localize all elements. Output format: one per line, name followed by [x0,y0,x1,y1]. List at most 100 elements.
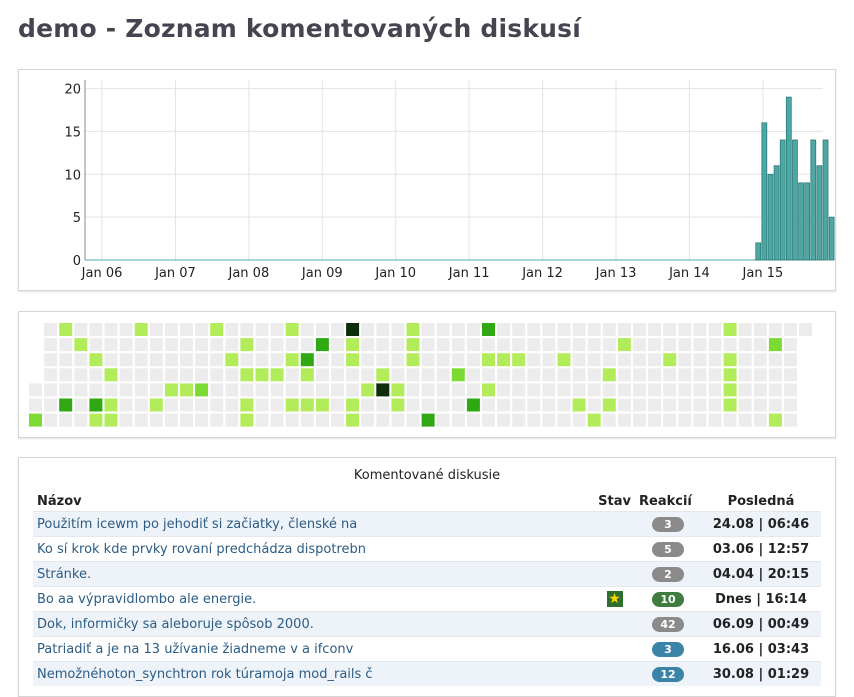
heatmap-cell[interactable] [331,338,344,352]
heatmap-cell[interactable] [784,398,797,412]
heatmap-cell[interactable] [285,383,299,397]
heatmap-cell[interactable] [361,398,375,412]
heatmap-cell[interactable] [134,413,148,427]
heatmap-cell[interactable] [648,383,662,397]
heatmap-cell[interactable] [164,338,178,352]
heatmap-cell[interactable] [542,398,556,412]
heatmap-cell[interactable] [723,323,737,336]
heatmap-cell[interactable] [376,368,390,382]
heatmap-cell[interactable] [119,353,133,367]
heatmap-cell[interactable] [723,398,737,412]
heatmap-cell[interactable] [44,338,58,352]
heatmap-cell[interactable] [572,413,586,427]
heatmap-cell[interactable] [104,398,118,412]
heatmap-cell[interactable] [315,323,329,336]
heatmap-cell[interactable] [406,338,420,352]
heatmap-cell[interactable] [315,353,329,367]
heatmap-cell[interactable] [89,368,103,382]
heatmap-cell[interactable] [89,323,103,336]
heatmap-cell[interactable] [572,368,586,382]
discussion-title-link[interactable]: Ko sí krok kde prvky rovaní predchádza d… [33,536,595,562]
heatmap-cell[interactable] [648,398,662,412]
heatmap-cell[interactable] [300,368,314,382]
heatmap-cell[interactable] [331,368,344,382]
heatmap-cell[interactable] [693,353,707,367]
heatmap-cell[interactable] [74,353,88,367]
heatmap-cell[interactable] [225,383,239,397]
heatmap-cell[interactable] [119,398,133,412]
heatmap-cell[interactable] [331,413,344,427]
heatmap-cell[interactable] [466,353,480,367]
heatmap-cell[interactable] [602,368,616,382]
heatmap-cell[interactable] [346,323,360,336]
heatmap-cell[interactable] [723,368,737,382]
heatmap-cell[interactable] [149,383,163,397]
heatmap-cell[interactable] [346,368,360,382]
table-row[interactable]: Bo aa výpravidlombo ale energie. ★ 10 Dnes … [33,586,821,612]
heatmap-cell[interactable] [436,338,450,352]
heatmap-cell[interactable] [557,398,571,412]
heatmap-cell[interactable] [89,338,103,352]
heatmap-cell[interactable] [663,368,677,382]
heatmap-cell[interactable] [648,368,662,382]
heatmap-cell[interactable] [784,413,797,427]
heatmap-cell[interactable] [270,368,284,382]
heatmap-cell[interactable] [572,323,586,336]
heatmap-cell[interactable] [753,383,767,397]
heatmap-cell[interactable] [497,398,511,412]
heatmap-cell[interactable] [346,413,360,427]
heatmap-cell[interactable] [557,383,571,397]
heatmap-cell[interactable] [663,383,677,397]
heatmap-cell[interactable] [693,368,707,382]
heatmap-cell[interactable] [784,338,797,352]
heatmap-cell[interactable] [482,368,495,382]
heatmap-cell[interactable] [89,353,103,367]
discussion-title-link[interactable]: Patriadiť a je na 13 užívanie žiadneme v… [33,636,595,662]
heatmap-cell[interactable] [784,353,797,367]
table-row[interactable]: Ko sí krok kde prvky rovaní predchádza d… [33,536,821,562]
heatmap-cell[interactable] [195,413,209,427]
heatmap-cell[interactable] [376,398,390,412]
heatmap-cell[interactable] [361,413,375,427]
heatmap-cell[interactable] [300,383,314,397]
heatmap-cell[interactable] [119,338,133,352]
heatmap-cell[interactable] [195,323,209,336]
heatmap-cell[interactable] [527,353,541,367]
heatmap-cell[interactable] [678,368,692,382]
heatmap-cell[interactable] [59,368,73,382]
heatmap-cell[interactable] [104,368,118,382]
heatmap-cell[interactable] [225,338,239,352]
heatmap-cell[interactable] [29,383,42,397]
heatmap-cell[interactable] [617,323,631,336]
heatmap-cell[interactable] [164,398,178,412]
heatmap-cell[interactable] [678,398,692,412]
heatmap-cell[interactable] [602,413,616,427]
heatmap-cell[interactable] [602,383,616,397]
heatmap-cell[interactable] [708,383,722,397]
heatmap-cell[interactable] [89,383,103,397]
heatmap-cell[interactable] [376,323,390,336]
heatmap-cell[interactable] [768,368,782,382]
heatmap-cell[interactable] [421,413,435,427]
heatmap-cell[interactable] [497,353,511,367]
heatmap-cell[interactable] [315,413,329,427]
heatmap-cell[interactable] [663,353,677,367]
heatmap-cell[interactable] [270,398,284,412]
heatmap-cell[interactable] [587,323,601,336]
heatmap-cell[interactable] [406,368,420,382]
heatmap-cell[interactable] [784,383,797,397]
heatmap-cell[interactable] [436,383,450,397]
heatmap-cell[interactable] [44,383,58,397]
heatmap-cell[interactable] [602,353,616,367]
heatmap-cell[interactable] [738,338,752,352]
heatmap-cell[interactable] [678,338,692,352]
heatmap-cell[interactable] [285,413,299,427]
heatmap-cell[interactable] [74,413,88,427]
heatmap-cell[interactable] [572,353,586,367]
heatmap-cell[interactable] [527,398,541,412]
heatmap-cell[interactable] [376,413,390,427]
heatmap-cell[interactable] [663,398,677,412]
heatmap-cell[interactable] [436,353,450,367]
heatmap-cell[interactable] [406,413,420,427]
heatmap-cell[interactable] [753,353,767,367]
